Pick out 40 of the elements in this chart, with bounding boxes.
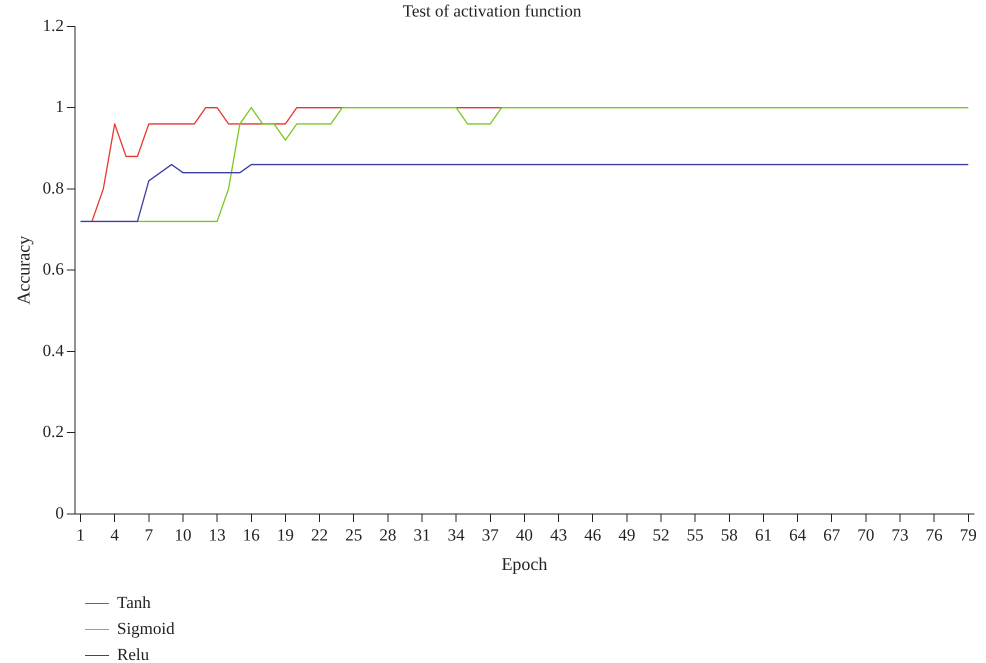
- legend-label: Relu: [117, 645, 150, 663]
- x-tick-label: 67: [823, 526, 841, 545]
- x-tick-label: 70: [857, 526, 874, 545]
- legend-label: Tanh: [117, 593, 151, 613]
- x-tick-label: 46: [584, 526, 602, 545]
- y-tick-label: 1.2: [42, 16, 64, 35]
- x-tick-label: 7: [144, 526, 154, 545]
- x-tick-label: 43: [550, 526, 568, 545]
- x-tick-label: 49: [618, 526, 636, 545]
- x-tick-label: 64: [789, 526, 807, 545]
- x-tick-label: 31: [413, 526, 430, 545]
- legend-label: Sigmoid: [117, 619, 175, 639]
- x-axis-title: Epoch: [501, 554, 548, 574]
- x-tick-label: 1: [76, 526, 85, 545]
- x-tick-label: 37: [482, 526, 500, 545]
- x-tick-label: 10: [174, 526, 192, 545]
- x-tick-label: 25: [345, 526, 362, 545]
- x-tick-label: 22: [311, 526, 328, 545]
- x-tick-label: 58: [720, 526, 738, 545]
- y-tick-label: 0.8: [42, 178, 64, 198]
- y-tick-label: 0.6: [42, 260, 64, 279]
- x-tick-label: 52: [652, 526, 670, 545]
- y-tick-label: 1: [55, 97, 64, 116]
- y-tick-label: 0: [55, 503, 64, 522]
- x-tick-label: 13: [208, 526, 226, 545]
- x-tick-label: 19: [276, 526, 294, 545]
- x-tick-label: 40: [516, 526, 533, 545]
- x-tick-label: 16: [242, 526, 260, 545]
- y-axis-title: Accuracy: [14, 236, 34, 305]
- x-tick-label: 34: [448, 526, 466, 545]
- x-tick-label: 61: [754, 526, 772, 545]
- x-tick-label: 76: [926, 526, 943, 545]
- y-tick-label: 0.2: [42, 422, 64, 442]
- y-tick-label: 0.4: [42, 340, 64, 360]
- x-tick-label: 4: [110, 526, 120, 545]
- x-tick-label: 79: [960, 526, 977, 545]
- x-tick-label: 55: [686, 526, 704, 545]
- x-tick-label: 73: [892, 526, 909, 545]
- chart-title: Test of activation function: [402, 2, 582, 21]
- x-tick-label: 28: [379, 526, 396, 545]
